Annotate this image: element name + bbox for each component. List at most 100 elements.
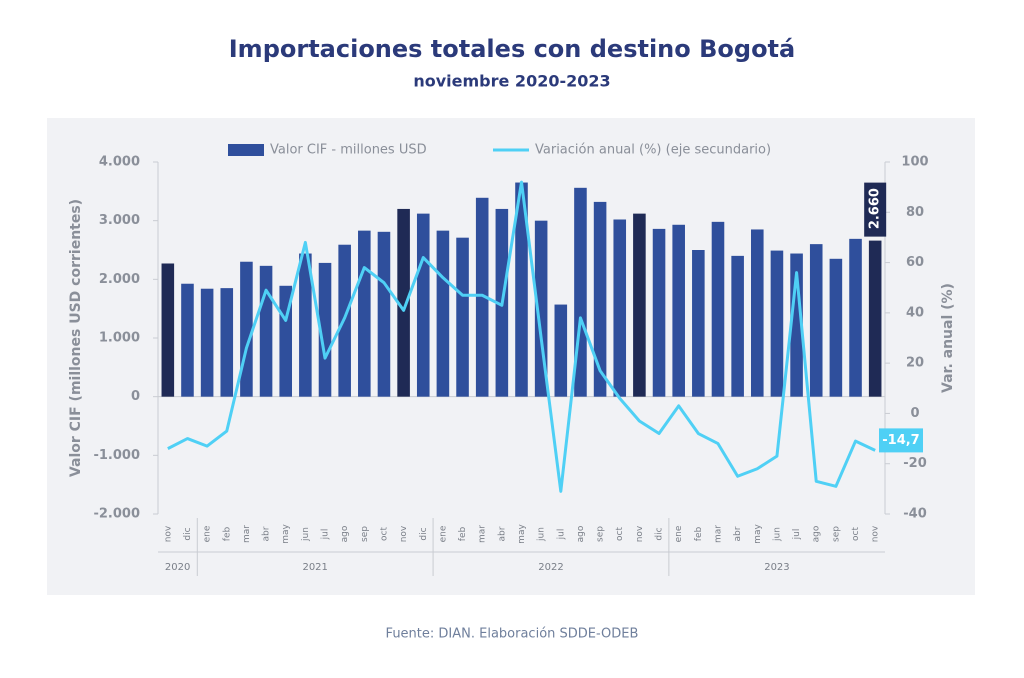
bar	[849, 238, 862, 397]
y2-tick-label: 0	[910, 406, 919, 421]
bar	[200, 288, 214, 397]
year-label: 2022	[538, 562, 563, 573]
value-label-box	[864, 182, 887, 237]
line	[167, 180, 876, 493]
x-tick-label: nov	[871, 525, 881, 542]
x-tick-label: ene	[674, 525, 684, 542]
y-tick-label: 1.000	[99, 331, 140, 346]
bar	[397, 208, 410, 397]
bar	[829, 258, 843, 397]
x-tick-label: nov	[399, 525, 409, 542]
bar	[711, 221, 725, 397]
bar	[161, 263, 175, 397]
x-tick-label: may	[753, 524, 763, 544]
value-label: -14,7	[882, 433, 919, 448]
x-tick-label: oct	[851, 527, 861, 541]
bar	[436, 230, 450, 397]
bar	[770, 250, 784, 397]
x-tick-label: mar	[242, 525, 252, 543]
bar	[318, 262, 332, 397]
x-tick-label: ago	[812, 525, 822, 542]
x-tick-label: abr	[497, 526, 507, 541]
y2-tick-label: -40	[903, 507, 927, 522]
bar	[613, 219, 627, 397]
x-tick-label: oct	[615, 527, 625, 541]
y2-tick-label: 20	[906, 356, 924, 371]
bar	[692, 250, 705, 397]
x-tick-label: abr	[262, 526, 272, 541]
y-tick-label: -1.000	[93, 448, 140, 463]
year-label: 2021	[302, 562, 327, 573]
bar	[652, 228, 666, 397]
bar	[731, 255, 744, 397]
chart-title: Importaciones totales con destino Bogotá	[229, 35, 795, 63]
value-label: 2.660	[868, 188, 883, 229]
x-tick-label: jul	[321, 529, 331, 541]
legend-label: Valor CIF - millones USD	[270, 143, 427, 158]
bar	[358, 230, 371, 397]
y2-tick-label: -20	[903, 456, 927, 471]
bar	[633, 213, 646, 397]
y-axis-title: Valor CIF (millones USD corrientes)	[68, 199, 84, 477]
y2-tick-label: 40	[906, 305, 924, 320]
x-tick-label: dic	[655, 527, 665, 540]
x-tick-label: may	[517, 524, 527, 544]
legend-label: Variación anual (%) (eje secundario)	[535, 143, 771, 158]
bar	[475, 197, 489, 397]
x-tick-label: nov	[635, 525, 645, 542]
year-label: 2020	[165, 562, 190, 573]
x-tick-label: mar	[478, 525, 488, 543]
x-tick-label: jun	[301, 527, 311, 542]
x-tick-label: sep	[831, 526, 841, 542]
bar	[240, 261, 253, 397]
y2-tick-label: 60	[906, 255, 924, 270]
y-tick-label: 3.000	[99, 213, 140, 228]
bar	[750, 229, 764, 397]
source-note: Fuente: DIAN. Elaboración SDDE-ODEB	[386, 627, 639, 642]
bar	[259, 265, 273, 397]
y2-axis-title: Var. anual (%)	[940, 283, 956, 393]
year-label: 2023	[764, 562, 789, 573]
y-tick-label: 0	[131, 389, 140, 404]
x-tick-label: dic	[183, 527, 193, 540]
x-tick-label: feb	[458, 527, 468, 542]
chart-subtitle: noviembre 2020-2023	[413, 72, 610, 91]
x-tick-label: feb	[222, 527, 232, 542]
x-tick-label: ene	[438, 525, 448, 542]
y-tick-label: -2.000	[93, 507, 140, 522]
y-tick-label: 4.000	[99, 155, 140, 170]
x-tick-label: dic	[419, 527, 429, 540]
x-tick-label: jul	[792, 529, 802, 541]
x-tick-label: jun	[537, 527, 547, 542]
y-tick-label: 2.000	[99, 272, 140, 287]
bar	[220, 288, 234, 397]
bar	[554, 304, 568, 397]
y2-tick-label: 80	[906, 205, 924, 220]
x-tick-label: mar	[713, 525, 723, 543]
bar	[377, 231, 391, 397]
x-tick-label: jun	[772, 527, 782, 542]
x-tick-label: abr	[733, 526, 743, 541]
y2-tick-label: 100	[901, 155, 928, 170]
x-tick-label: feb	[694, 527, 704, 542]
bar	[181, 283, 194, 397]
x-tick-label: nov	[163, 525, 173, 542]
x-tick-label: ago	[576, 525, 586, 542]
legend-swatch	[228, 144, 264, 156]
bar	[515, 182, 528, 397]
x-tick-label: ago	[340, 525, 350, 542]
x-tick-label: oct	[379, 527, 389, 541]
bar	[416, 213, 430, 397]
x-tick-label: ene	[203, 525, 213, 542]
bar	[809, 244, 823, 397]
x-tick-label: sep	[596, 526, 606, 542]
x-tick-label: sep	[360, 526, 370, 542]
bar	[672, 224, 685, 397]
value-label-box	[879, 428, 923, 453]
bar	[868, 240, 882, 397]
bar	[456, 237, 469, 397]
x-tick-label: jul	[556, 529, 566, 541]
x-tick-label: may	[281, 524, 291, 544]
bar	[593, 201, 607, 397]
